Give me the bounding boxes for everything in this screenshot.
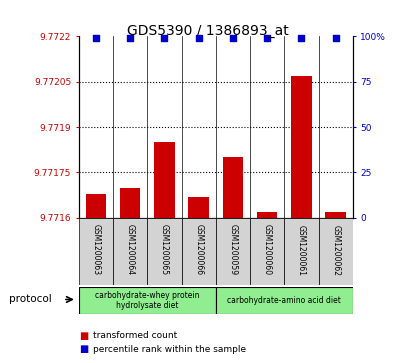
Point bbox=[264, 35, 271, 41]
FancyBboxPatch shape bbox=[79, 287, 216, 314]
Text: GSM1200060: GSM1200060 bbox=[263, 224, 272, 276]
FancyBboxPatch shape bbox=[182, 218, 216, 285]
Text: GSM1200059: GSM1200059 bbox=[228, 224, 237, 276]
FancyBboxPatch shape bbox=[284, 218, 319, 285]
Text: protocol: protocol bbox=[9, 294, 52, 305]
Bar bbox=[257, 212, 277, 218]
Text: percentile rank within the sample: percentile rank within the sample bbox=[93, 345, 247, 354]
FancyBboxPatch shape bbox=[147, 218, 182, 285]
Text: ■: ■ bbox=[79, 331, 88, 341]
Bar bbox=[120, 188, 140, 218]
Text: carbohydrate-amino acid diet: carbohydrate-amino acid diet bbox=[227, 296, 341, 305]
Bar bbox=[291, 76, 312, 218]
Text: ■: ■ bbox=[79, 344, 88, 354]
FancyBboxPatch shape bbox=[319, 218, 353, 285]
Text: transformed count: transformed count bbox=[93, 331, 178, 340]
FancyBboxPatch shape bbox=[216, 287, 353, 314]
Bar bbox=[223, 157, 243, 218]
Point bbox=[298, 35, 305, 41]
FancyBboxPatch shape bbox=[216, 218, 250, 285]
Point bbox=[332, 35, 339, 41]
Text: GSM1200061: GSM1200061 bbox=[297, 225, 306, 276]
Point bbox=[93, 35, 99, 41]
Bar bbox=[86, 193, 106, 218]
Bar bbox=[325, 212, 346, 218]
Point bbox=[127, 35, 134, 41]
Text: GSM1200064: GSM1200064 bbox=[126, 224, 135, 276]
Point bbox=[229, 35, 236, 41]
Text: carbohydrate-whey protein
hydrolysate diet: carbohydrate-whey protein hydrolysate di… bbox=[95, 291, 200, 310]
Text: GSM1200066: GSM1200066 bbox=[194, 224, 203, 276]
Bar bbox=[154, 142, 175, 218]
Point bbox=[195, 35, 202, 41]
FancyBboxPatch shape bbox=[113, 218, 147, 285]
Text: GSM1200065: GSM1200065 bbox=[160, 224, 169, 276]
Text: GSM1200063: GSM1200063 bbox=[91, 224, 100, 276]
Text: GSM1200062: GSM1200062 bbox=[331, 225, 340, 276]
Bar bbox=[188, 197, 209, 218]
FancyBboxPatch shape bbox=[250, 218, 284, 285]
Point bbox=[161, 35, 168, 41]
FancyBboxPatch shape bbox=[79, 218, 113, 285]
Text: GDS5390 / 1386893_at: GDS5390 / 1386893_at bbox=[127, 24, 288, 38]
